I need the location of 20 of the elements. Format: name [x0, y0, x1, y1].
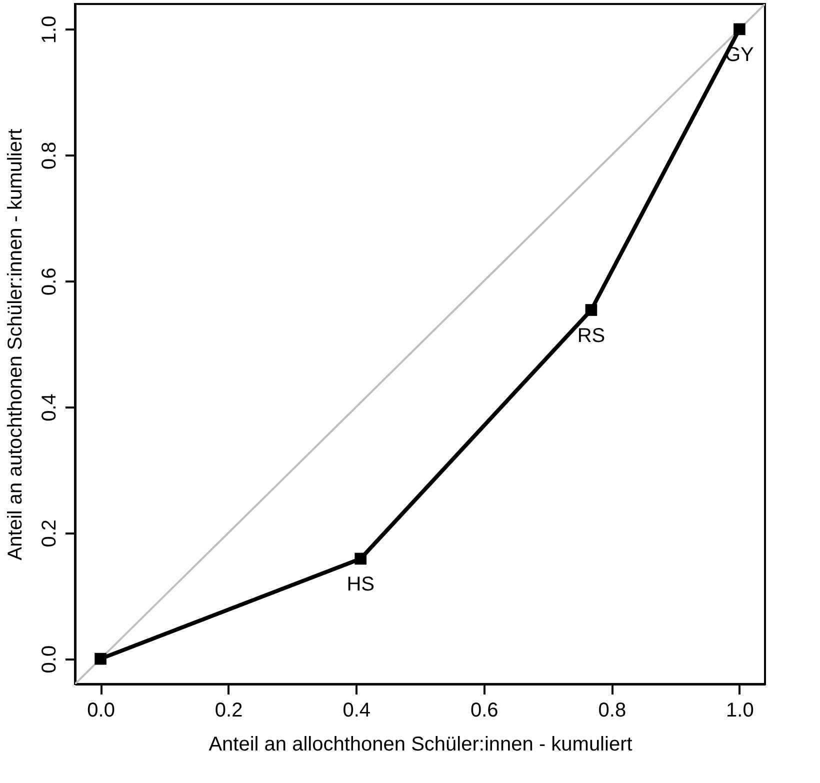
x-tick-label: 0.0 — [87, 700, 115, 722]
point — [585, 304, 598, 316]
y-tick-label: 0.4 — [38, 394, 60, 422]
y-tick-label: 0.0 — [38, 645, 60, 674]
x-tick-label: 0.4 — [342, 700, 371, 722]
y-axis-title: Anteil an autochthonen Schüler:innen - kumuliert — [4, 128, 26, 560]
x-tick-label: 0.6 — [470, 700, 498, 722]
point — [734, 23, 746, 36]
annotation: RS — [577, 325, 606, 347]
point — [354, 552, 366, 565]
x-axis-title: Anteil an allochthonen Schüler:innen - kumuliert — [208, 734, 633, 756]
y-tick-label: 1.0 — [38, 16, 60, 44]
y-tick-label: 0.8 — [38, 142, 60, 170]
x-tick-label: 0.8 — [598, 700, 626, 722]
y-tick-label: 0.6 — [38, 268, 60, 296]
point — [94, 652, 106, 665]
y-tick-label: 0.2 — [38, 519, 60, 548]
x-tick-label: 1.0 — [726, 700, 754, 722]
x-tick-label: 0.2 — [214, 700, 243, 722]
annotation: HS — [346, 574, 374, 596]
